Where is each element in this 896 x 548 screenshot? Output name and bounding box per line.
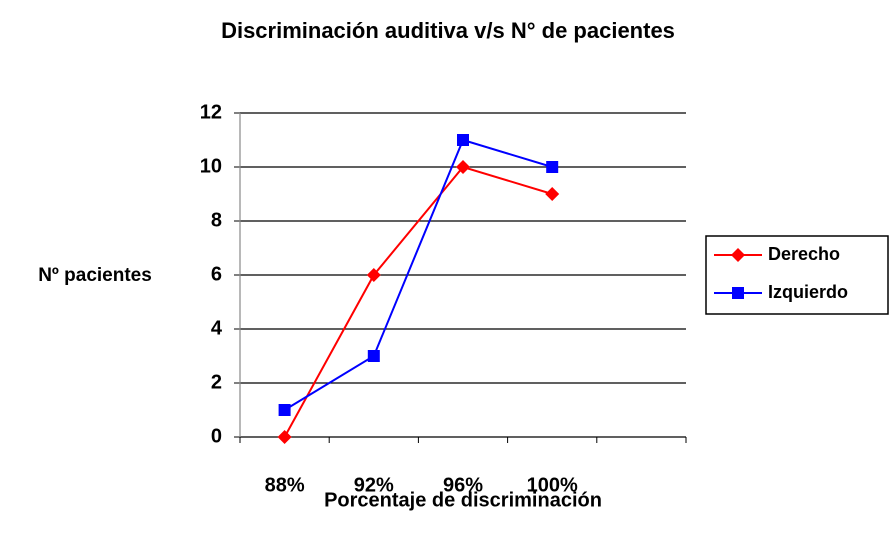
marker — [457, 134, 469, 146]
x-tick-label: 100% — [527, 474, 578, 496]
marker — [456, 160, 470, 174]
series-line — [284, 138, 553, 411]
y-tick-label: 0 — [211, 425, 222, 447]
y-axis-label: Nº pacientes — [38, 265, 152, 286]
y-tick-label: 6 — [211, 263, 222, 285]
legend-label: Derecho — [768, 244, 840, 264]
marker — [545, 187, 560, 201]
y-tick-label: 2 — [211, 371, 222, 393]
y-tick-label: 12 — [200, 101, 222, 123]
legend-marker — [731, 248, 745, 262]
legend-label: Izquierdo — [768, 282, 848, 302]
x-axis-label: Porcentaje de discriminación — [324, 489, 602, 511]
y-tick-label: 10 — [200, 155, 222, 177]
x-tick-label: 96% — [443, 474, 483, 496]
series-line — [283, 165, 553, 438]
x-tick-label: 92% — [354, 474, 394, 496]
marker — [278, 404, 291, 416]
marker — [546, 161, 559, 173]
chart-title: Discriminación auditiva v/s N° de pacien… — [221, 18, 675, 43]
x-tick-label: 88% — [265, 474, 305, 496]
marker — [367, 350, 380, 362]
marker — [277, 430, 292, 444]
legend-marker — [732, 287, 744, 299]
y-tick-label: 4 — [211, 317, 223, 339]
y-tick-label: 8 — [211, 209, 222, 231]
marker — [366, 268, 381, 282]
legend-box — [705, 235, 889, 315]
